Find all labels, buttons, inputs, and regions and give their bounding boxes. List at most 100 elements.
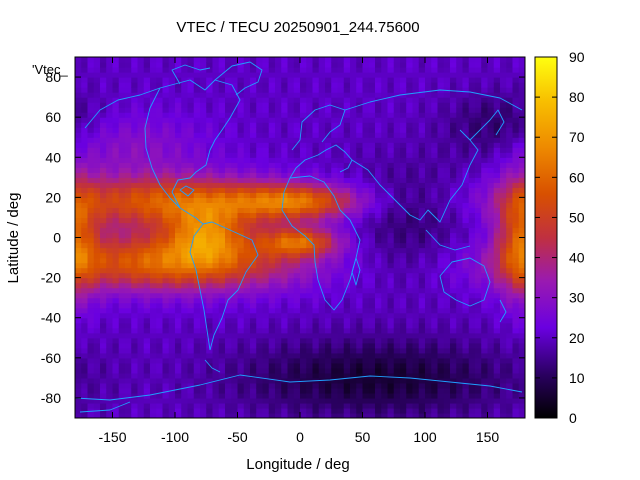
heatmap-cell <box>112 317 120 324</box>
heatmap-cell <box>393 152 401 158</box>
heatmap-cell <box>243 297 251 304</box>
heatmap-cell <box>256 182 264 188</box>
heatmap-cell <box>356 352 364 359</box>
heatmap-cell <box>81 302 89 309</box>
heatmap-cell <box>312 102 320 108</box>
heatmap-cell <box>462 137 470 143</box>
heatmap-cell <box>400 147 407 153</box>
heatmap-cell <box>168 352 176 359</box>
heatmap-cell <box>150 307 157 314</box>
heatmap-cell <box>131 387 139 394</box>
heatmap-cell <box>75 282 82 289</box>
heatmap-cell <box>443 107 451 113</box>
heatmap-cell <box>131 332 139 339</box>
heatmap-cell <box>500 397 507 404</box>
heatmap-cell <box>293 277 301 284</box>
heatmap-cell <box>87 397 95 404</box>
heatmap-cell <box>262 192 270 198</box>
heatmap-cell <box>187 142 195 148</box>
heatmap-cell <box>375 402 382 409</box>
heatmap-cell <box>125 412 132 418</box>
heatmap-cell <box>343 207 351 214</box>
heatmap-cell <box>262 217 270 224</box>
heatmap-cell <box>431 357 439 364</box>
heatmap-cell <box>237 132 245 138</box>
heatmap-cell <box>106 82 114 88</box>
heatmap-cell <box>212 97 220 103</box>
heatmap-cell <box>443 392 451 399</box>
heatmap-cell <box>425 307 432 314</box>
heatmap-cell <box>193 247 201 254</box>
heatmap-cell <box>325 307 332 314</box>
heatmap-cell <box>218 262 226 269</box>
heatmap-cell <box>156 342 164 349</box>
heatmap-cell <box>418 247 426 254</box>
heatmap-cell <box>300 132 307 138</box>
heatmap-cell <box>431 107 439 113</box>
heatmap-cell <box>293 82 301 88</box>
heatmap-cell <box>500 267 507 274</box>
heatmap-cell <box>312 357 320 364</box>
heatmap-cell <box>100 362 107 369</box>
heatmap-cell <box>187 292 195 299</box>
heatmap-cell <box>262 67 270 73</box>
heatmap-cell <box>131 267 139 274</box>
heatmap-cell <box>118 97 126 103</box>
heatmap-cell <box>412 237 420 244</box>
heatmap-cell <box>225 247 232 254</box>
heatmap-cell <box>287 342 295 349</box>
heatmap-cell <box>381 352 389 359</box>
heatmap-cell <box>337 287 345 294</box>
heatmap-cell <box>487 317 495 324</box>
heatmap-cell <box>175 387 182 394</box>
heatmap-cell <box>250 387 257 394</box>
heatmap-cell <box>218 72 226 78</box>
heatmap-cell <box>137 287 145 294</box>
heatmap-cell <box>237 347 245 354</box>
heatmap-cell <box>87 82 95 88</box>
heatmap-cell <box>93 57 101 63</box>
heatmap-cell <box>131 312 139 319</box>
heatmap-cell <box>487 302 495 309</box>
heatmap-cell <box>162 67 170 73</box>
heatmap-cell <box>387 367 395 374</box>
heatmap-cell <box>431 277 439 284</box>
heatmap-cell <box>343 82 351 88</box>
heatmap-cell <box>106 297 114 304</box>
heatmap-cell <box>237 362 245 369</box>
heatmap-cell <box>93 192 101 198</box>
heatmap-cell <box>306 82 314 88</box>
heatmap-cell <box>437 157 445 163</box>
heatmap-cell <box>256 217 264 224</box>
heatmap-cell <box>162 382 170 389</box>
heatmap-cell <box>300 347 307 354</box>
heatmap-cell <box>437 177 445 183</box>
heatmap-cell <box>456 92 464 98</box>
heatmap-cell <box>362 282 370 289</box>
heatmap-cell <box>418 267 426 274</box>
heatmap-cell <box>325 317 332 324</box>
heatmap-cell <box>468 232 476 239</box>
heatmap-cell <box>106 92 114 98</box>
heatmap-cell <box>256 377 264 384</box>
heatmap-cell <box>143 247 151 254</box>
heatmap-cell <box>375 157 382 163</box>
heatmap-cell <box>318 77 326 83</box>
heatmap-cell <box>318 292 326 299</box>
heatmap-cell <box>418 62 426 68</box>
heatmap-cell <box>312 67 320 73</box>
heatmap-cell <box>231 317 239 324</box>
heatmap-cell <box>106 222 114 229</box>
heatmap-cell <box>212 227 220 234</box>
heatmap-cell <box>393 97 401 103</box>
heatmap-cell <box>462 57 470 63</box>
heatmap-cell <box>456 377 464 384</box>
heatmap-cell <box>118 177 126 183</box>
heatmap-cell <box>106 342 114 349</box>
heatmap-cell <box>137 412 145 418</box>
heatmap-cell <box>156 117 164 123</box>
heatmap-cell <box>381 222 389 229</box>
heatmap-cell <box>306 327 314 334</box>
heatmap-cell <box>362 277 370 284</box>
heatmap-cell <box>393 342 401 349</box>
